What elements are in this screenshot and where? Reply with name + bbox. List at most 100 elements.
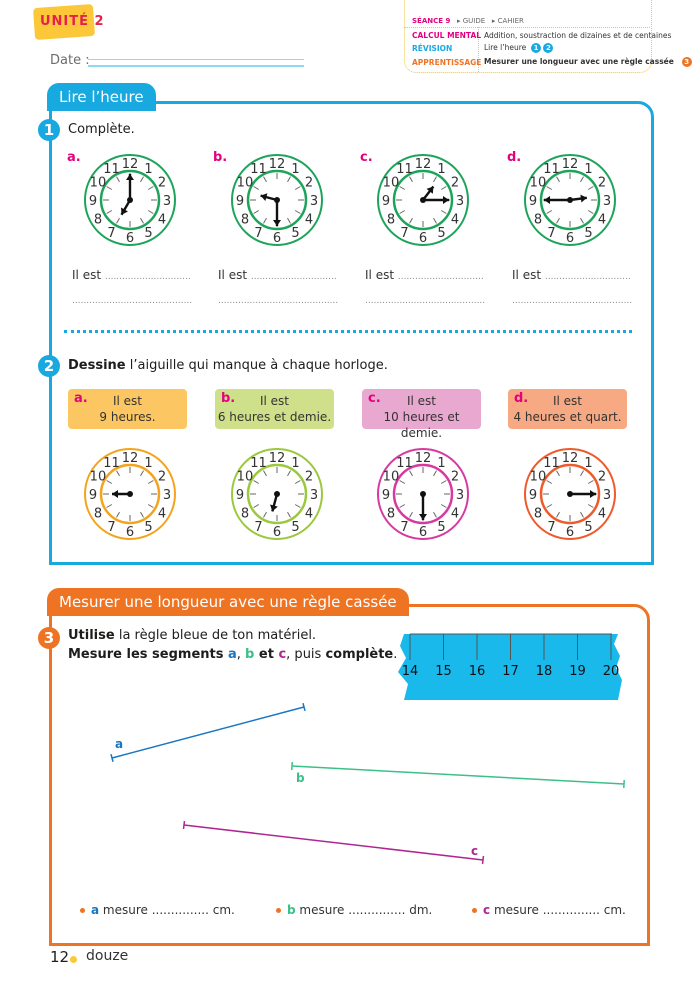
badge-2: 2 [543, 43, 554, 53]
svg-text:10: 10 [90, 176, 107, 191]
svg-text:14: 14 [402, 664, 419, 679]
apprentissage-value-row: Mesurer une longueur avec une règle cass… [484, 57, 692, 67]
divider [478, 27, 479, 72]
svg-text:11: 11 [250, 456, 267, 471]
segment-b: b [291, 761, 625, 789]
svg-text:9: 9 [89, 488, 97, 503]
page-word: douze [86, 948, 129, 964]
svg-text:11: 11 [396, 162, 413, 177]
clock-letter-a: a. [67, 150, 81, 165]
svg-text:1: 1 [291, 162, 299, 177]
svg-text:4: 4 [598, 507, 606, 522]
svg-text:11: 11 [250, 162, 267, 177]
svg-text:9: 9 [236, 194, 244, 209]
answer-line-d[interactable]: Il est .............................. [512, 268, 631, 282]
svg-text:5: 5 [437, 226, 445, 241]
svg-text:10: 10 [383, 470, 400, 485]
svg-text:6: 6 [419, 231, 427, 246]
apprentissage-value: Mesurer une longueur avec une règle cass… [484, 57, 674, 66]
answer-c[interactable]: c mesure ............... cm. [472, 903, 626, 917]
revision-value: Lire l’heure [484, 43, 527, 52]
svg-text:a: a [115, 737, 123, 751]
svg-text:15: 15 [435, 664, 452, 679]
svg-text:8: 8 [94, 213, 102, 228]
svg-text:1: 1 [291, 456, 299, 471]
svg-text:5: 5 [144, 226, 152, 241]
svg-text:10: 10 [530, 176, 547, 191]
svg-text:9: 9 [382, 488, 390, 503]
answer-line-c[interactable]: Il est .............................. [365, 268, 484, 282]
svg-text:4: 4 [158, 507, 166, 522]
svg-text:8: 8 [534, 213, 542, 228]
svg-text:7: 7 [400, 226, 408, 241]
svg-text:20: 20 [603, 664, 620, 679]
svg-text:8: 8 [534, 507, 542, 522]
page-number: 12 [50, 948, 70, 966]
svg-text:4: 4 [451, 213, 459, 228]
clock-letter-b: b. [213, 150, 228, 165]
svg-text:10: 10 [90, 470, 107, 485]
svg-text:6: 6 [273, 525, 281, 540]
svg-text:12: 12 [562, 157, 579, 172]
answer-line-a2[interactable]: ........................................… [72, 296, 193, 306]
svg-text:6: 6 [419, 525, 427, 540]
svg-text:4: 4 [451, 507, 459, 522]
cahier-link[interactable]: ▸ CAHIER [491, 17, 524, 25]
svg-text:3: 3 [163, 488, 171, 503]
svg-text:5: 5 [291, 226, 299, 241]
answer-line-b[interactable]: Il est .............................. [218, 268, 337, 282]
svg-text:1: 1 [584, 456, 592, 471]
answer-line-d2[interactable]: ........................................… [512, 296, 633, 306]
svg-text:8: 8 [241, 507, 249, 522]
unit-label: UNITÉ 2 [40, 14, 105, 29]
svg-text:5: 5 [437, 520, 445, 535]
answer-b[interactable]: b mesure ............... dm. [276, 903, 432, 917]
svg-text:4: 4 [305, 507, 313, 522]
question-3-line1: Utilise la règle bleue de ton matériel. [68, 628, 317, 643]
calcul-mental-label: CALCUL MENTAL [412, 31, 482, 40]
guide-link[interactable]: ▸ GUIDE [457, 17, 486, 25]
svg-text:7: 7 [547, 520, 555, 535]
svg-text:6: 6 [126, 231, 134, 246]
question-number-1: 1 [38, 119, 60, 141]
svg-text:2: 2 [305, 470, 313, 485]
svg-text:2: 2 [158, 176, 166, 191]
svg-text:17: 17 [502, 664, 519, 679]
svg-text:1: 1 [144, 162, 152, 177]
answer-line-b2[interactable]: ........................................… [218, 296, 339, 306]
time-box-a: a. Il est 9 heures. [68, 389, 187, 429]
section-lire-heure [49, 101, 654, 565]
svg-text:3: 3 [310, 194, 318, 209]
svg-text:9: 9 [382, 194, 390, 209]
svg-text:7: 7 [254, 520, 262, 535]
dotted-separator [64, 330, 632, 333]
calcul-mental-value: Addition, soustraction de dizaines et de… [484, 31, 672, 40]
svg-text:6: 6 [566, 525, 574, 540]
svg-text:11: 11 [103, 162, 120, 177]
section-title: Mesurer une longueur avec une règle cass… [47, 588, 409, 616]
answer-line-a[interactable]: Il est .............................. [72, 268, 191, 282]
svg-text:6: 6 [566, 231, 574, 246]
svg-text:12: 12 [122, 451, 139, 466]
svg-text:11: 11 [396, 456, 413, 471]
svg-text:8: 8 [241, 213, 249, 228]
footer-dot [70, 956, 77, 963]
session-number: SÉANCE 9 [412, 17, 451, 25]
apprentissage-label: APPRENTISSAGE [412, 58, 482, 67]
svg-text:2: 2 [451, 470, 459, 485]
question-1-instruction: Complète. [68, 122, 135, 137]
segment-a: a [110, 702, 306, 763]
answer-line-c2[interactable]: ........................................… [365, 296, 486, 306]
time-box-b: b. Il est 6 heures et demie. [215, 389, 334, 429]
svg-text:5: 5 [584, 226, 592, 241]
svg-text:9: 9 [236, 488, 244, 503]
svg-text:9: 9 [529, 488, 537, 503]
svg-text:3: 3 [163, 194, 171, 209]
answer-a[interactable]: a mesure ............... cm. [80, 903, 235, 917]
